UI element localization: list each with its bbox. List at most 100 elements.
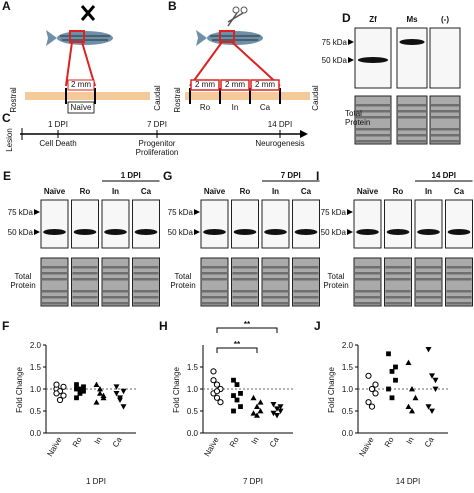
scale-label: 2 mm (195, 80, 215, 89)
point (213, 388, 221, 395)
y-tick-label: 1.5 (187, 363, 199, 372)
sig-bracket (216, 347, 258, 353)
lane-label: Ro (80, 187, 91, 196)
protein-band (263, 272, 288, 275)
marker-label: 75 kDa (321, 208, 347, 217)
point (409, 386, 415, 392)
sig-bracket (216, 327, 278, 333)
total-protein (429, 95, 461, 145)
total-label: Total (175, 272, 192, 281)
point (368, 403, 376, 410)
spinal-cord (185, 92, 310, 100)
band (417, 229, 440, 235)
x-tick-label: Ca (423, 435, 436, 449)
marker-arrow (348, 57, 354, 63)
protein-band (293, 302, 319, 305)
protein-band (133, 290, 159, 293)
protein-band (202, 296, 227, 299)
point (97, 390, 103, 396)
protein-band (232, 272, 258, 275)
point (274, 413, 280, 419)
x-axis-title: 14 DPI (396, 477, 420, 486)
point (425, 347, 432, 353)
protein-band (356, 110, 390, 113)
y-tick-label: 0.5 (342, 407, 354, 416)
point (238, 404, 243, 409)
point (270, 410, 277, 417)
x-tick-label: In (93, 436, 104, 446)
protein-band (385, 290, 411, 293)
protein-band (232, 296, 258, 299)
y-tick-label: 1.0 (30, 385, 42, 394)
lane-label: (-) (441, 15, 449, 24)
protein-band (446, 290, 472, 293)
point (365, 399, 372, 406)
lesion-label: Lesion (5, 128, 14, 152)
x-tick-label: Naïve (45, 435, 64, 458)
point (254, 403, 260, 409)
blot (71, 199, 99, 249)
protein-band (263, 302, 288, 305)
protein-band (232, 290, 258, 293)
protein-band (355, 302, 380, 305)
point (210, 368, 217, 375)
panel-label: J (314, 319, 321, 333)
protein-band (133, 296, 159, 299)
group-label: In (232, 103, 239, 112)
point (412, 394, 419, 401)
protein-band (232, 266, 258, 269)
point (210, 377, 217, 384)
event-label: Progenitor (139, 139, 176, 148)
x-tick-label: In (405, 436, 416, 446)
point (250, 394, 257, 401)
y-tick-label: 0.0 (30, 429, 42, 438)
protein-band (356, 116, 390, 119)
protein-band (42, 266, 67, 269)
group-label: Naïve (71, 103, 92, 112)
protein-band (431, 140, 459, 143)
protein-band (416, 302, 441, 305)
blot-title: 14 DPI (432, 171, 456, 180)
point (53, 390, 60, 397)
blot-title: 1 DPI (121, 171, 141, 180)
box (67, 79, 95, 91)
total-label: Protein (345, 118, 370, 127)
group-label: Ca (260, 103, 271, 112)
point (257, 408, 264, 414)
box (220, 79, 250, 91)
spinal-cord (25, 92, 150, 100)
point (386, 351, 391, 357)
protein-band (385, 296, 411, 299)
event-label: Cell Death (39, 139, 76, 148)
band (233, 229, 257, 235)
x-axis-title: 7 DPI (243, 477, 263, 486)
protein-band (446, 266, 472, 269)
protein-band (42, 290, 67, 293)
protein-band (263, 290, 288, 293)
event-label: Neurogenesis (255, 139, 304, 148)
x-tick-label: Ro (228, 435, 241, 449)
point (77, 391, 83, 396)
day-label: 1 DPI (48, 120, 68, 129)
point (77, 386, 83, 392)
y-tick-label: 2.0 (30, 341, 42, 350)
point (238, 391, 243, 396)
point (405, 359, 412, 365)
protein-band (355, 290, 380, 293)
total-label: Protein (10, 281, 35, 290)
total-protein (132, 257, 160, 307)
total-protein (414, 257, 443, 307)
y-axis-title: Fold Change (172, 367, 181, 413)
direction-label: Rostral (9, 87, 18, 113)
lane-label: Ca (454, 187, 465, 196)
day-label: 14 DPI (268, 120, 292, 129)
protein-band (446, 278, 472, 281)
panel-label: D (342, 11, 351, 25)
protein-band (385, 266, 411, 269)
protein-band (398, 140, 426, 143)
y-axis-title: Fold Change (327, 367, 336, 413)
point (386, 386, 391, 392)
point (389, 395, 395, 401)
protein-band (431, 116, 459, 119)
point (389, 369, 395, 374)
